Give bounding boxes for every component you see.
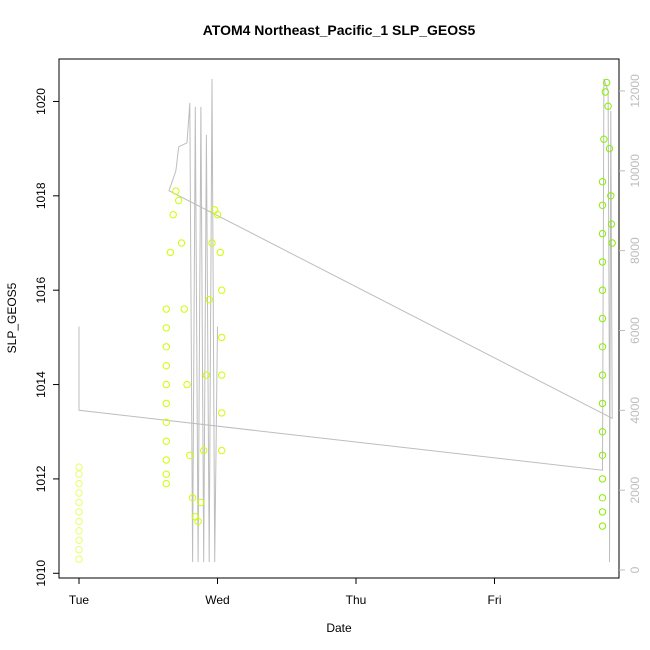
data-point bbox=[218, 333, 226, 342]
data-point bbox=[218, 286, 226, 294]
data-point bbox=[162, 324, 171, 332]
data-point bbox=[169, 211, 177, 219]
data-point bbox=[598, 178, 607, 186]
data-point bbox=[75, 489, 83, 497]
data-point bbox=[175, 196, 183, 205]
y2-tick-label: 2000 bbox=[628, 476, 642, 503]
data-point bbox=[600, 135, 608, 143]
data-point bbox=[598, 475, 607, 483]
y-tick-label: 1016 bbox=[34, 277, 48, 304]
data-point bbox=[75, 546, 83, 554]
data-point bbox=[183, 380, 191, 389]
data-point bbox=[162, 399, 171, 408]
data-point bbox=[75, 517, 83, 526]
data-point bbox=[75, 555, 83, 563]
data-point bbox=[213, 211, 222, 219]
data-point bbox=[75, 479, 83, 488]
data-point bbox=[162, 470, 171, 478]
data-point bbox=[75, 470, 83, 478]
data-point bbox=[218, 409, 226, 417]
data-point bbox=[218, 446, 226, 455]
data-point bbox=[162, 380, 171, 389]
data-point bbox=[197, 498, 205, 507]
data-point bbox=[598, 343, 607, 351]
y2-tick-label: 0 bbox=[628, 566, 642, 573]
data-point bbox=[598, 286, 607, 294]
data-point bbox=[605, 144, 614, 153]
y-axis-title: SLP_GEOS5 bbox=[5, 282, 19, 353]
right-axis-line bbox=[78, 78, 613, 563]
data-point bbox=[607, 192, 615, 200]
data-point bbox=[75, 508, 83, 516]
data-point bbox=[186, 451, 194, 459]
data-point bbox=[194, 517, 202, 526]
y-tick-label: 1018 bbox=[34, 182, 48, 209]
y-tick-label: 1010 bbox=[34, 560, 48, 587]
series-line bbox=[78, 78, 613, 563]
data-point bbox=[200, 446, 208, 455]
y2-tick-label: 8000 bbox=[628, 237, 642, 264]
x-tick-label: Fri bbox=[488, 593, 502, 607]
data-point bbox=[598, 494, 607, 502]
data-point bbox=[218, 371, 226, 379]
data-point bbox=[162, 362, 171, 370]
data-point bbox=[172, 187, 180, 195]
x-tick-label: Tue bbox=[69, 593, 90, 607]
plot-frame bbox=[58, 58, 620, 579]
y2-tick-label: 4000 bbox=[628, 397, 642, 424]
data-point bbox=[75, 498, 83, 507]
y-axis: 1010 1012 1014 1016 1018 1020 bbox=[34, 88, 59, 587]
data-point bbox=[177, 239, 186, 247]
y2-tick-label: 12000 bbox=[628, 74, 642, 108]
x-axis-title: Date bbox=[326, 621, 352, 635]
x-axis: Tue Wed Thu Fri bbox=[69, 578, 502, 607]
data-point bbox=[598, 399, 607, 408]
data-point bbox=[598, 201, 607, 210]
data-point bbox=[601, 88, 609, 96]
data-point bbox=[603, 78, 611, 87]
chart-title: ATOM4 Northeast_Pacific_1 SLP_GEOS5 bbox=[203, 22, 476, 38]
data-point bbox=[216, 248, 225, 257]
data-point bbox=[598, 508, 607, 516]
data-point bbox=[607, 220, 616, 228]
data-point bbox=[162, 343, 171, 351]
data-point bbox=[598, 522, 607, 530]
data-point bbox=[598, 258, 607, 266]
data-point bbox=[604, 102, 612, 110]
y2-tick-label: 10000 bbox=[628, 154, 642, 188]
y2-axis: 0 2000 4000 6000 8000 10000 12000 bbox=[619, 74, 642, 573]
data-point bbox=[188, 494, 197, 502]
data-points bbox=[75, 78, 616, 563]
data-point bbox=[598, 314, 607, 323]
y2-tick-label: 6000 bbox=[628, 317, 642, 344]
data-point bbox=[162, 305, 171, 313]
data-point bbox=[205, 295, 213, 304]
data-point bbox=[162, 479, 171, 488]
data-point bbox=[75, 536, 83, 544]
y-tick-label: 1012 bbox=[34, 465, 48, 492]
y-tick-label: 1020 bbox=[34, 88, 48, 115]
data-point bbox=[75, 463, 83, 471]
data-point bbox=[598, 451, 607, 459]
data-point bbox=[162, 418, 171, 426]
data-point bbox=[180, 305, 189, 313]
data-point bbox=[202, 371, 211, 379]
data-point bbox=[75, 527, 83, 535]
data-point bbox=[208, 239, 216, 247]
y-tick-label: 1014 bbox=[34, 371, 48, 398]
data-point bbox=[162, 437, 171, 445]
data-point bbox=[608, 239, 616, 247]
data-point bbox=[166, 248, 175, 257]
data-point bbox=[598, 371, 607, 379]
data-point bbox=[162, 456, 171, 464]
data-point bbox=[598, 229, 607, 238]
x-tick-label: Wed bbox=[205, 593, 229, 607]
data-point bbox=[598, 428, 607, 436]
x-tick-label: Thu bbox=[346, 593, 367, 607]
